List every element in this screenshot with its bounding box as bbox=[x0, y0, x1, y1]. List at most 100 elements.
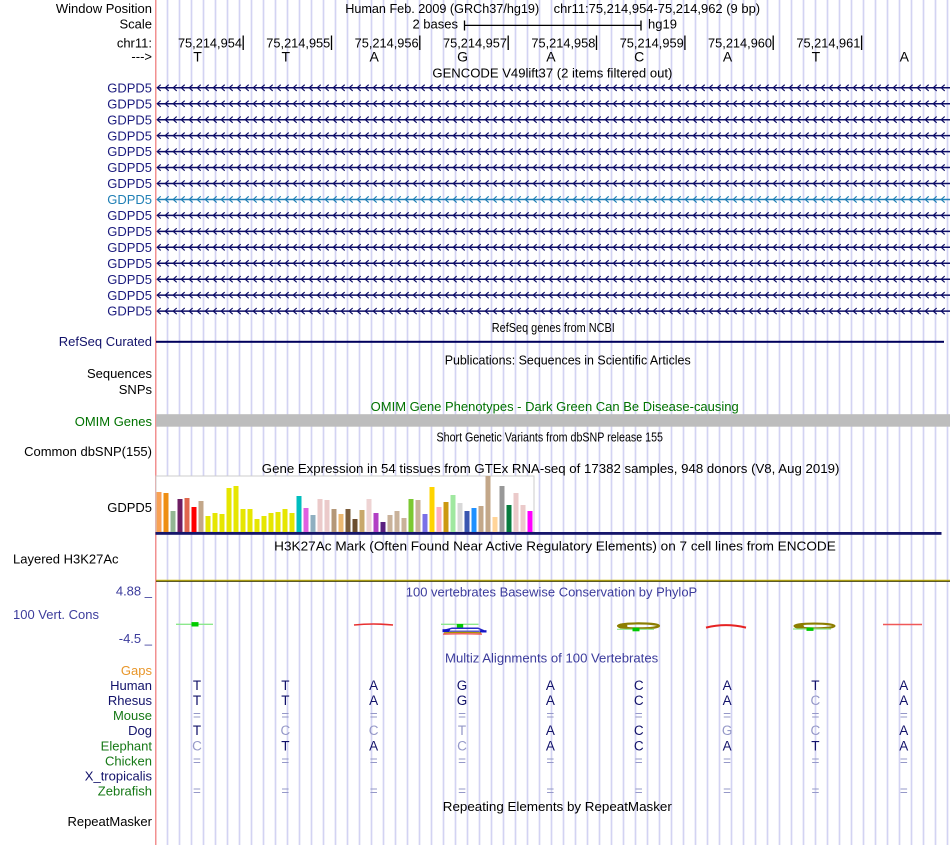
svg-text:T: T bbox=[281, 678, 289, 693]
svg-text:OMIM Genes: OMIM Genes bbox=[75, 414, 153, 429]
svg-text:Mouse: Mouse bbox=[113, 708, 152, 723]
svg-text:=: = bbox=[900, 753, 908, 768]
svg-text:=: = bbox=[900, 708, 908, 723]
svg-text:=: = bbox=[193, 708, 201, 723]
svg-text:A: A bbox=[546, 738, 555, 753]
svg-text:Repeating Elements by RepeatMa: Repeating Elements by RepeatMasker bbox=[443, 800, 672, 814]
svg-text:C: C bbox=[811, 723, 821, 738]
svg-text:SNPs: SNPs bbox=[119, 382, 153, 397]
svg-text:GENCODE V49lift37 (2 items fil: GENCODE V49lift37 (2 items filtered out) bbox=[432, 66, 672, 81]
svg-text:C: C bbox=[280, 723, 290, 738]
svg-text:Short Genetic Variants from db: Short Genetic Variants from dbSNP releas… bbox=[437, 431, 664, 445]
svg-text:Sequences: Sequences bbox=[87, 366, 153, 381]
svg-text:A: A bbox=[723, 49, 733, 65]
svg-text:C: C bbox=[634, 693, 644, 708]
svg-text:A: A bbox=[723, 693, 732, 708]
svg-text:Gaps: Gaps bbox=[121, 663, 153, 678]
svg-text:4.88 _: 4.88 _ bbox=[116, 584, 153, 599]
svg-text:T: T bbox=[281, 693, 289, 708]
svg-text:G: G bbox=[457, 678, 468, 693]
svg-text:A: A bbox=[369, 678, 378, 693]
svg-text:OMIM Gene Phenotypes - Dark Gr: OMIM Gene Phenotypes - Dark Green Can Be… bbox=[371, 400, 739, 414]
svg-text:=: = bbox=[458, 783, 466, 798]
svg-text:Common dbSNP(155): Common dbSNP(155) bbox=[24, 444, 152, 459]
svg-text:Human Feb. 2009 (GRCh37/hg19): Human Feb. 2009 (GRCh37/hg19) bbox=[345, 1, 539, 16]
svg-text:Dog: Dog bbox=[128, 723, 152, 738]
svg-text:C: C bbox=[192, 738, 202, 753]
svg-text:A: A bbox=[546, 693, 555, 708]
svg-text:RepeatMasker: RepeatMasker bbox=[67, 814, 152, 829]
svg-text:A: A bbox=[369, 693, 378, 708]
svg-text:GDPD5: GDPD5 bbox=[107, 272, 152, 287]
svg-text:Scale: Scale bbox=[119, 17, 152, 32]
svg-text:T: T bbox=[281, 738, 289, 753]
svg-text:-4.5 _: -4.5 _ bbox=[119, 631, 153, 646]
svg-text:=: = bbox=[811, 753, 819, 768]
svg-text:chr11:: chr11: bbox=[117, 36, 152, 51]
svg-text:=: = bbox=[193, 783, 201, 798]
svg-text:hg19: hg19 bbox=[648, 17, 677, 32]
svg-text:C: C bbox=[369, 723, 379, 738]
svg-text:75,214,954: 75,214,954 bbox=[178, 36, 242, 51]
svg-text:GDPD5: GDPD5 bbox=[107, 208, 152, 223]
svg-text:X_tropicalis: X_tropicalis bbox=[85, 768, 153, 783]
svg-text:A: A bbox=[899, 678, 908, 693]
svg-text:=: = bbox=[458, 708, 466, 723]
svg-text:A: A bbox=[723, 678, 732, 693]
svg-text:Human: Human bbox=[110, 678, 152, 693]
svg-text:C: C bbox=[457, 738, 467, 753]
svg-text:=: = bbox=[900, 783, 908, 798]
svg-text:100 Vert. Cons: 100 Vert. Cons bbox=[13, 607, 99, 622]
svg-text:Multiz Alignments of 100 Verte: Multiz Alignments of 100 Vertebrates bbox=[445, 651, 658, 665]
svg-text:A: A bbox=[899, 693, 908, 708]
svg-text:Elephant: Elephant bbox=[101, 738, 153, 753]
svg-text:GDPD5: GDPD5 bbox=[107, 112, 152, 127]
svg-text:A: A bbox=[900, 49, 910, 65]
svg-text:Rhesus: Rhesus bbox=[108, 693, 153, 708]
svg-text:=: = bbox=[546, 753, 554, 768]
svg-text:GDPD5: GDPD5 bbox=[107, 288, 152, 303]
svg-text:75,214,961: 75,214,961 bbox=[796, 36, 860, 51]
svg-text:GDPD5: GDPD5 bbox=[107, 224, 152, 239]
svg-text:RefSeq Curated: RefSeq Curated bbox=[59, 334, 152, 349]
svg-text:G: G bbox=[457, 693, 468, 708]
svg-text:100 vertebrates Basewise Conse: 100 vertebrates Basewise Conservation by… bbox=[406, 586, 697, 600]
svg-text:H3K27Ac Mark (Often Found Near: H3K27Ac Mark (Often Found Near Active Re… bbox=[274, 539, 836, 553]
svg-text:A: A bbox=[899, 723, 908, 738]
svg-text:=: = bbox=[370, 753, 378, 768]
svg-text:chr11:75,214,954-75,214,962 (9: chr11:75,214,954-75,214,962 (9 bp) bbox=[554, 1, 761, 16]
svg-text:=: = bbox=[546, 783, 554, 798]
svg-text:=: = bbox=[723, 708, 731, 723]
svg-text:GDPD5: GDPD5 bbox=[107, 80, 152, 95]
svg-text:GDPD5: GDPD5 bbox=[107, 128, 152, 143]
svg-text:=: = bbox=[811, 783, 819, 798]
svg-text:A: A bbox=[899, 738, 908, 753]
svg-text:GDPD5: GDPD5 bbox=[107, 304, 152, 319]
svg-text:75,214,955: 75,214,955 bbox=[266, 36, 330, 51]
svg-text:=: = bbox=[370, 708, 378, 723]
svg-text:A: A bbox=[546, 678, 555, 693]
svg-text:75,214,957: 75,214,957 bbox=[443, 36, 507, 51]
svg-text:GDPD5: GDPD5 bbox=[107, 144, 152, 159]
svg-text:=: = bbox=[281, 708, 289, 723]
svg-text:=: = bbox=[635, 708, 643, 723]
svg-text:--->: ---> bbox=[131, 49, 152, 64]
svg-text:GDPD5: GDPD5 bbox=[107, 256, 152, 271]
svg-text:C: C bbox=[634, 723, 644, 738]
svg-text:Publications: Sequences in Sci: Publications: Sequences in Scientific Ar… bbox=[445, 354, 691, 368]
svg-text:=: = bbox=[193, 753, 201, 768]
svg-text:GDPD5: GDPD5 bbox=[107, 192, 152, 207]
svg-text:A: A bbox=[723, 738, 732, 753]
svg-text:GDPD5: GDPD5 bbox=[107, 176, 152, 191]
svg-text:T: T bbox=[811, 678, 819, 693]
svg-text:A: A bbox=[369, 738, 378, 753]
svg-text:T: T bbox=[458, 723, 466, 738]
svg-text:=: = bbox=[723, 753, 731, 768]
svg-text:=: = bbox=[458, 753, 466, 768]
svg-text:75,214,956: 75,214,956 bbox=[355, 36, 419, 51]
svg-text:A: A bbox=[546, 723, 555, 738]
svg-text:=: = bbox=[546, 708, 554, 723]
svg-text:Chicken: Chicken bbox=[105, 753, 152, 768]
svg-text:C: C bbox=[811, 693, 821, 708]
svg-text:T: T bbox=[193, 723, 201, 738]
